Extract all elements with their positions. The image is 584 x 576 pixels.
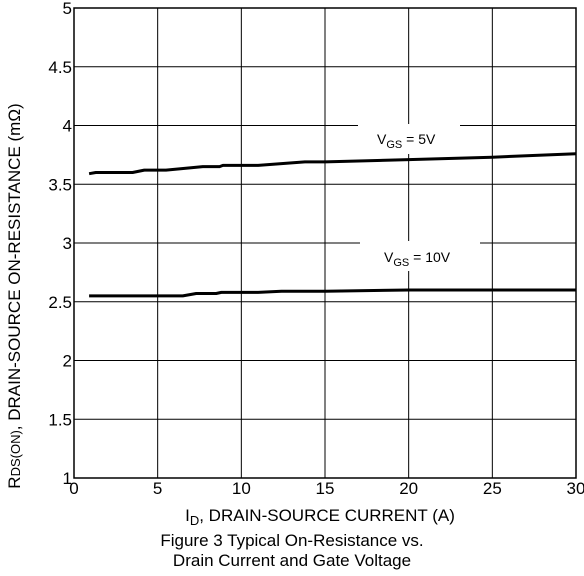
x-axis-label-main: I — [185, 506, 190, 525]
series-label-main: V — [384, 249, 394, 265]
series-line-1 — [89, 288, 576, 298]
x-tick-label: 15 — [316, 479, 335, 498]
series-label-rest: = 10V — [409, 249, 451, 265]
y-tick-label: 4.5 — [48, 58, 72, 77]
x-axis-label: ID, DRAIN-SOURCE CURRENT (A) — [185, 506, 455, 528]
svg-text:VGS = 10V: VGS = 10V — [384, 249, 451, 269]
series-label-vgs-10v: VGS = 10V — [360, 241, 480, 271]
x-axis-label-sub: D — [190, 513, 199, 528]
y-tick-label: 3 — [63, 234, 72, 253]
series-label-background — [358, 124, 460, 154]
y-tick-label: 5 — [63, 0, 72, 18]
series-label-rest: = 5V — [402, 131, 436, 147]
x-tick-label: 30 — [567, 479, 584, 498]
series-layer — [88, 152, 577, 298]
grid-lines — [73, 7, 577, 479]
figure-caption-line-1: Figure 3 Typical On-Resistance vs. — [160, 531, 424, 550]
y-tick-label: 4 — [63, 117, 72, 136]
series-label-sub: GS — [386, 139, 402, 151]
series-label-vgs-5v: VGS = 5V — [358, 124, 460, 154]
y-tick-label: 3.5 — [48, 175, 72, 194]
x-tick-label: 0 — [69, 479, 78, 498]
y-tick-label: 1 — [63, 469, 72, 488]
x-tick-label: 10 — [232, 479, 251, 498]
series-line-0 — [88, 152, 577, 176]
plot-frame — [73, 7, 577, 479]
y-axis-label-rest: , DRAIN-SOURCE ON-RESISTANCE (mΩ) — [5, 103, 24, 430]
x-axis-label-rest: , DRAIN-SOURCE CURRENT (A) — [199, 506, 455, 525]
figure-caption-line-2: Drain Current and Gate Voltage — [172, 551, 412, 570]
figure-caption: Figure 3 Typical On-Resistance vs. Drain… — [0, 531, 584, 571]
y-tick-label: 2.5 — [48, 293, 72, 312]
series-label-sub: GS — [393, 257, 409, 269]
series-label-main: V — [377, 131, 387, 147]
x-tick-label: 5 — [153, 479, 162, 498]
y-tick-labels: 1 1.5 2 2.5 3 3.5 4 4.5 5 — [48, 0, 72, 488]
y-axis-label-sub: DS(ON) — [8, 430, 23, 476]
series-label-background — [360, 241, 480, 271]
y-tick-label: 2 — [63, 352, 72, 371]
svg-text:VGS = 5V: VGS = 5V — [377, 131, 436, 151]
x-tick-labels: 0 5 10 15 20 25 30 — [69, 479, 584, 498]
x-tick-label: 20 — [399, 479, 418, 498]
y-axis-label-main: R — [5, 476, 24, 488]
y-axis-label: RDS(ON), DRAIN-SOURCE ON-RESISTANCE (mΩ) — [5, 103, 24, 488]
x-tick-label: 25 — [483, 479, 502, 498]
y-tick-label: 1.5 — [48, 410, 72, 429]
